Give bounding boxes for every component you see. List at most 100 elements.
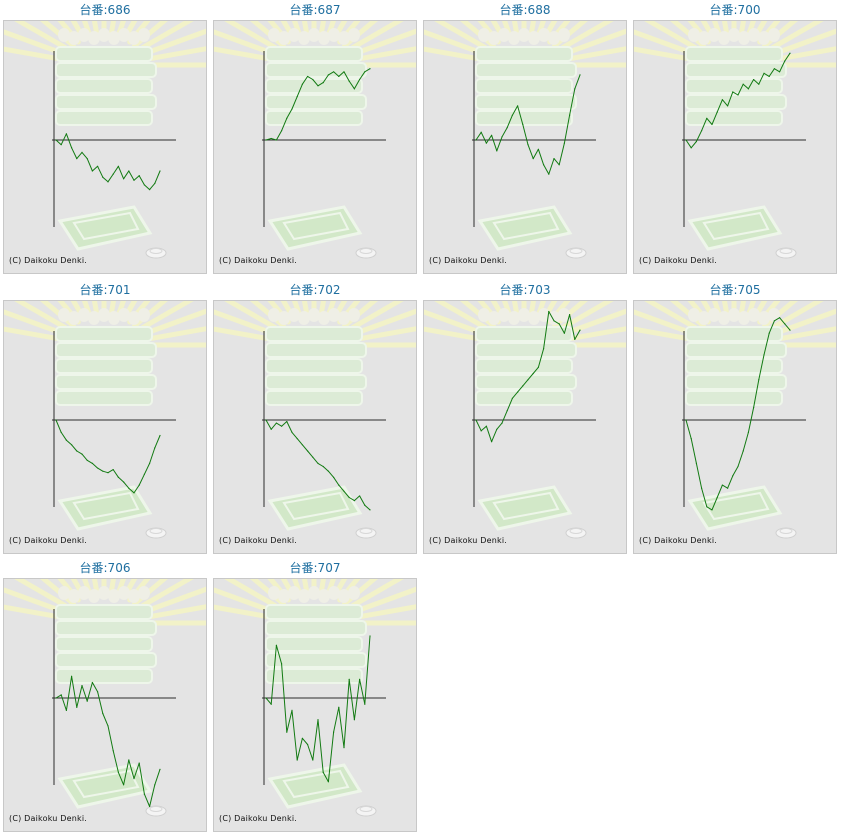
copyright-text: (C) Daikoku Denki. bbox=[219, 256, 298, 265]
series-point bbox=[579, 74, 581, 76]
series-point bbox=[322, 771, 324, 773]
series-point bbox=[579, 329, 581, 331]
series-point bbox=[690, 147, 692, 149]
series-point bbox=[522, 123, 524, 126]
series-point bbox=[716, 496, 718, 499]
graph-frame: (C) Daikoku Denki. bbox=[213, 300, 417, 554]
series-point bbox=[511, 114, 513, 116]
series-point bbox=[317, 462, 319, 464]
series-point bbox=[548, 310, 550, 313]
series-point bbox=[348, 80, 350, 82]
machine-number-title[interactable]: 台番:705 bbox=[709, 283, 761, 297]
series-point bbox=[102, 176, 104, 178]
series-point bbox=[501, 422, 503, 424]
machine-background-illustration bbox=[4, 301, 206, 539]
series-point bbox=[475, 139, 477, 141]
machine-number-title[interactable]: 台番:686 bbox=[79, 3, 131, 17]
series-point bbox=[491, 134, 493, 136]
series-point bbox=[301, 444, 303, 446]
series-point bbox=[102, 712, 104, 715]
series-point bbox=[763, 72, 765, 74]
machine-number-title[interactable]: 台番:687 bbox=[289, 3, 341, 17]
series-point bbox=[65, 439, 67, 441]
series-point bbox=[706, 117, 708, 119]
machine-number-title[interactable]: 台番:688 bbox=[499, 3, 551, 17]
series-point bbox=[485, 142, 487, 144]
series-point bbox=[138, 484, 140, 486]
machine-number-title[interactable]: 台番:702 bbox=[289, 283, 341, 297]
series-point bbox=[685, 419, 687, 421]
series-point bbox=[359, 78, 361, 81]
series-point bbox=[55, 139, 57, 141]
series-point bbox=[359, 495, 361, 497]
series-point bbox=[112, 750, 114, 752]
series-point bbox=[76, 158, 78, 160]
series-point bbox=[569, 114, 571, 116]
series-point bbox=[773, 320, 775, 322]
series-point bbox=[128, 170, 130, 172]
series-point bbox=[107, 725, 109, 727]
series-point bbox=[265, 139, 267, 141]
graph-frame: (C) Daikoku Denki. bbox=[213, 578, 417, 832]
machine-number-title[interactable]: 台番:701 bbox=[79, 283, 131, 297]
series-point bbox=[55, 697, 57, 699]
machine-number-title[interactable]: 台番:707 bbox=[289, 561, 341, 575]
slump-graph-svg bbox=[214, 301, 416, 539]
series-point bbox=[123, 481, 125, 483]
series-point bbox=[301, 83, 303, 85]
series-point bbox=[343, 490, 345, 492]
machine-number-title[interactable]: 台番:703 bbox=[499, 283, 551, 297]
graph-frame: (C) Daikoku Denki. bbox=[633, 20, 837, 274]
series-point bbox=[65, 133, 67, 135]
machine-background-illustration bbox=[634, 301, 836, 539]
series-point bbox=[511, 397, 513, 399]
series-point bbox=[159, 768, 161, 770]
series-point bbox=[281, 663, 283, 665]
series-point bbox=[333, 476, 335, 478]
series-point bbox=[364, 703, 366, 705]
series-point bbox=[143, 793, 145, 795]
graph-frame: (C) Daikoku Denki. bbox=[423, 300, 627, 554]
series-point bbox=[574, 88, 576, 90]
series-point bbox=[747, 88, 749, 90]
series-point bbox=[138, 175, 140, 177]
series-point bbox=[154, 447, 156, 449]
slump-graph-svg bbox=[424, 301, 626, 539]
series-point bbox=[758, 83, 760, 85]
series-point bbox=[327, 74, 329, 76]
series-point bbox=[76, 450, 78, 452]
series-point bbox=[701, 487, 703, 489]
series-point bbox=[338, 75, 340, 78]
series-point bbox=[706, 506, 708, 508]
series-point bbox=[506, 410, 508, 412]
series-point bbox=[517, 391, 519, 393]
series-point bbox=[133, 179, 135, 181]
copyright-text: (C) Daikoku Denki. bbox=[9, 256, 88, 265]
series-point bbox=[107, 181, 109, 183]
series-point bbox=[86, 459, 88, 461]
copyright-text: (C) Daikoku Denki. bbox=[639, 536, 718, 545]
series-point bbox=[779, 71, 781, 73]
series-point bbox=[55, 419, 57, 421]
series-point bbox=[291, 108, 293, 110]
slump-graph-svg bbox=[424, 21, 626, 259]
machine-number-title[interactable]: 台番:700 bbox=[709, 3, 761, 17]
series-point bbox=[86, 158, 88, 160]
series-point bbox=[727, 487, 729, 489]
series-point bbox=[265, 419, 267, 421]
machine-number-title[interactable]: 台番:706 bbox=[79, 561, 131, 575]
slump-graph-svg bbox=[634, 21, 836, 259]
series-point bbox=[76, 706, 78, 708]
series-point bbox=[369, 68, 371, 70]
machine-background-illustration bbox=[4, 579, 206, 817]
series-point bbox=[480, 131, 482, 133]
series-point bbox=[532, 372, 534, 375]
series-point bbox=[81, 151, 83, 153]
series-point bbox=[758, 379, 760, 381]
series-point bbox=[527, 144, 529, 146]
series-point bbox=[517, 105, 519, 107]
machine-background-illustration bbox=[214, 21, 416, 259]
series-point bbox=[737, 94, 739, 96]
series-point bbox=[348, 496, 350, 499]
series-point bbox=[537, 366, 539, 368]
